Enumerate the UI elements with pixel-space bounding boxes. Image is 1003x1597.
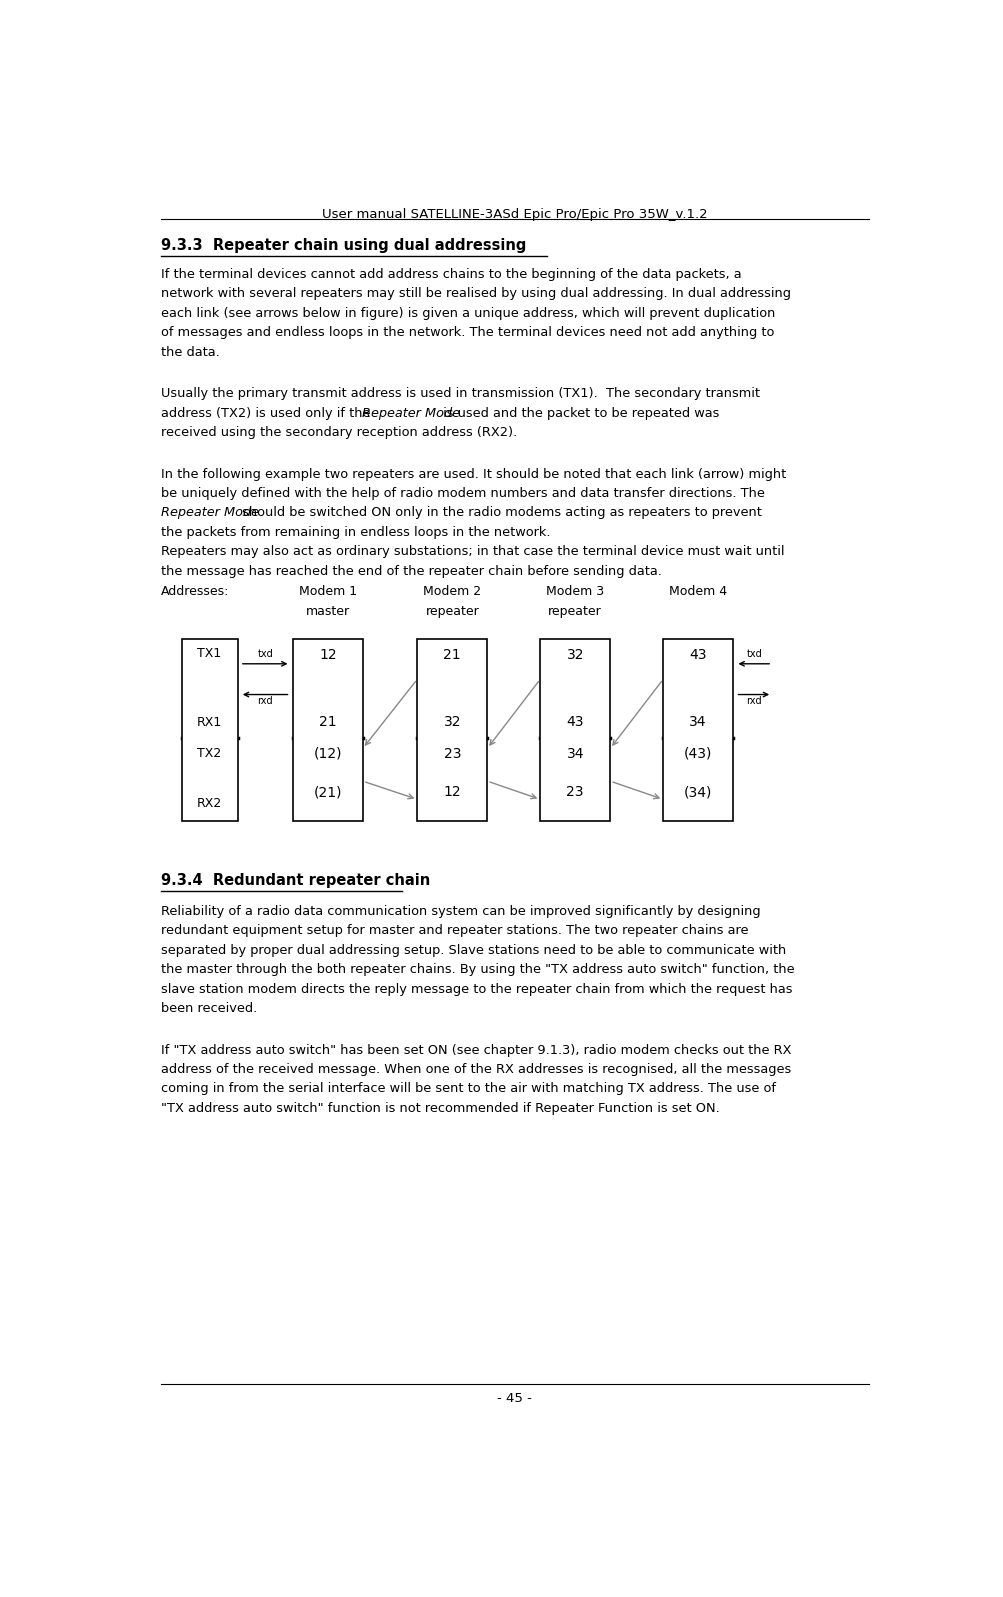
Text: Modem 4: Modem 4 bbox=[668, 586, 726, 599]
Text: master: master bbox=[306, 605, 349, 618]
Text: Repeater Mode: Repeater Mode bbox=[362, 407, 459, 420]
Text: rxd: rxd bbox=[745, 696, 761, 706]
Text: TX1: TX1 bbox=[198, 647, 222, 660]
Text: Reliability of a radio data communication system can be improved significantly b: Reliability of a radio data communicatio… bbox=[160, 905, 759, 918]
Text: In the following example two repeaters are used. It should be noted that each li: In the following example two repeaters a… bbox=[160, 468, 785, 481]
Text: the packets from remaining in endless loops in the network.: the packets from remaining in endless lo… bbox=[160, 525, 550, 538]
Text: 23: 23 bbox=[566, 786, 584, 798]
Text: 12: 12 bbox=[319, 648, 336, 661]
Bar bbox=[293, 639, 362, 821]
Text: (43): (43) bbox=[683, 747, 712, 762]
Text: RX2: RX2 bbox=[197, 797, 222, 810]
Text: repeater: repeater bbox=[548, 605, 602, 618]
Text: RX1: RX1 bbox=[197, 715, 222, 728]
Text: received using the secondary reception address (RX2).: received using the secondary reception a… bbox=[160, 426, 517, 439]
Text: 34: 34 bbox=[689, 715, 706, 730]
Text: If "TX address auto switch" has been set ON (see chapter 9.1.3), radio modem che: If "TX address auto switch" has been set… bbox=[160, 1043, 790, 1057]
Text: 43: 43 bbox=[566, 715, 584, 730]
Text: slave station modem directs the reply message to the repeater chain from which t: slave station modem directs the reply me… bbox=[160, 982, 791, 995]
Text: 34: 34 bbox=[566, 747, 584, 762]
Text: network with several repeaters may still be realised by using dual addressing. I: network with several repeaters may still… bbox=[160, 287, 789, 300]
Text: 21: 21 bbox=[443, 648, 460, 661]
Text: of messages and endless loops in the network. The terminal devices need not add : of messages and endless loops in the net… bbox=[160, 326, 773, 339]
Text: - 45 -: - 45 - bbox=[496, 1393, 532, 1405]
Text: each link (see arrows below in figure) is given a unique address, which will pre: each link (see arrows below in figure) i… bbox=[160, 307, 774, 319]
Text: been received.: been received. bbox=[160, 1001, 257, 1016]
Text: (21): (21) bbox=[313, 786, 342, 798]
Text: 23: 23 bbox=[443, 747, 460, 762]
Text: Repeaters may also act as ordinary substations; in that case the terminal device: Repeaters may also act as ordinary subst… bbox=[160, 545, 783, 559]
Text: 21: 21 bbox=[319, 715, 336, 730]
Text: redundant equipment setup for master and repeater stations. The two repeater cha: redundant equipment setup for master and… bbox=[160, 925, 747, 937]
Text: the master through the both repeater chains. By using the "TX address auto switc: the master through the both repeater cha… bbox=[160, 963, 793, 976]
Text: txd: txd bbox=[745, 648, 761, 660]
Text: txd: txd bbox=[257, 648, 273, 660]
Text: User manual SATELLINE-3ASd Epic Pro/Epic Pro 35W_v.1.2: User manual SATELLINE-3ASd Epic Pro/Epic… bbox=[321, 208, 707, 220]
Text: address (TX2) is used only if the: address (TX2) is used only if the bbox=[160, 407, 374, 420]
Text: "TX address auto switch" function is not recommended if Repeater Function is set: "TX address auto switch" function is not… bbox=[160, 1102, 718, 1115]
Text: 9.3.3  Repeater chain using dual addressing: 9.3.3 Repeater chain using dual addressi… bbox=[160, 238, 526, 254]
Text: Modem 1: Modem 1 bbox=[299, 586, 356, 599]
Text: separated by proper dual addressing setup. Slave stations need to be able to com: separated by proper dual addressing setu… bbox=[160, 944, 785, 957]
Text: Addresses:: Addresses: bbox=[160, 586, 229, 599]
Text: (34): (34) bbox=[683, 786, 712, 798]
Bar bbox=[540, 639, 610, 821]
Text: 32: 32 bbox=[443, 715, 460, 730]
Bar bbox=[417, 639, 486, 821]
Text: rxd: rxd bbox=[257, 696, 273, 706]
Text: 12: 12 bbox=[443, 786, 460, 798]
Text: (12): (12) bbox=[313, 747, 342, 762]
Text: be uniquely defined with the help of radio modem numbers and data transfer direc: be uniquely defined with the help of rad… bbox=[160, 487, 763, 500]
Text: 43: 43 bbox=[689, 648, 706, 661]
Text: repeater: repeater bbox=[425, 605, 478, 618]
Text: 9.3.4  Redundant repeater chain: 9.3.4 Redundant repeater chain bbox=[160, 874, 429, 888]
Text: the message has reached the end of the repeater chain before sending data.: the message has reached the end of the r… bbox=[160, 565, 661, 578]
Text: 32: 32 bbox=[566, 648, 584, 661]
Text: should be switched ON only in the radio modems acting as repeaters to prevent: should be switched ON only in the radio … bbox=[238, 506, 760, 519]
Text: TX2: TX2 bbox=[198, 747, 222, 760]
Text: Modem 2: Modem 2 bbox=[423, 586, 480, 599]
Text: address of the received message. When one of the RX addresses is recognised, all: address of the received message. When on… bbox=[160, 1064, 790, 1076]
Text: Repeater Mode: Repeater Mode bbox=[160, 506, 258, 519]
Bar bbox=[182, 639, 238, 821]
Text: Modem 3: Modem 3 bbox=[546, 586, 604, 599]
Text: coming in from the serial interface will be sent to the air with matching TX add: coming in from the serial interface will… bbox=[160, 1083, 774, 1096]
Bar bbox=[663, 639, 732, 821]
Text: is used and the packet to be repeated was: is used and the packet to be repeated wa… bbox=[438, 407, 719, 420]
Text: the data.: the data. bbox=[160, 345, 219, 359]
Text: If the terminal devices cannot add address chains to the beginning of the data p: If the terminal devices cannot add addre… bbox=[160, 268, 740, 281]
Text: Usually the primary transmit address is used in transmission (TX1).  The seconda: Usually the primary transmit address is … bbox=[160, 386, 758, 401]
